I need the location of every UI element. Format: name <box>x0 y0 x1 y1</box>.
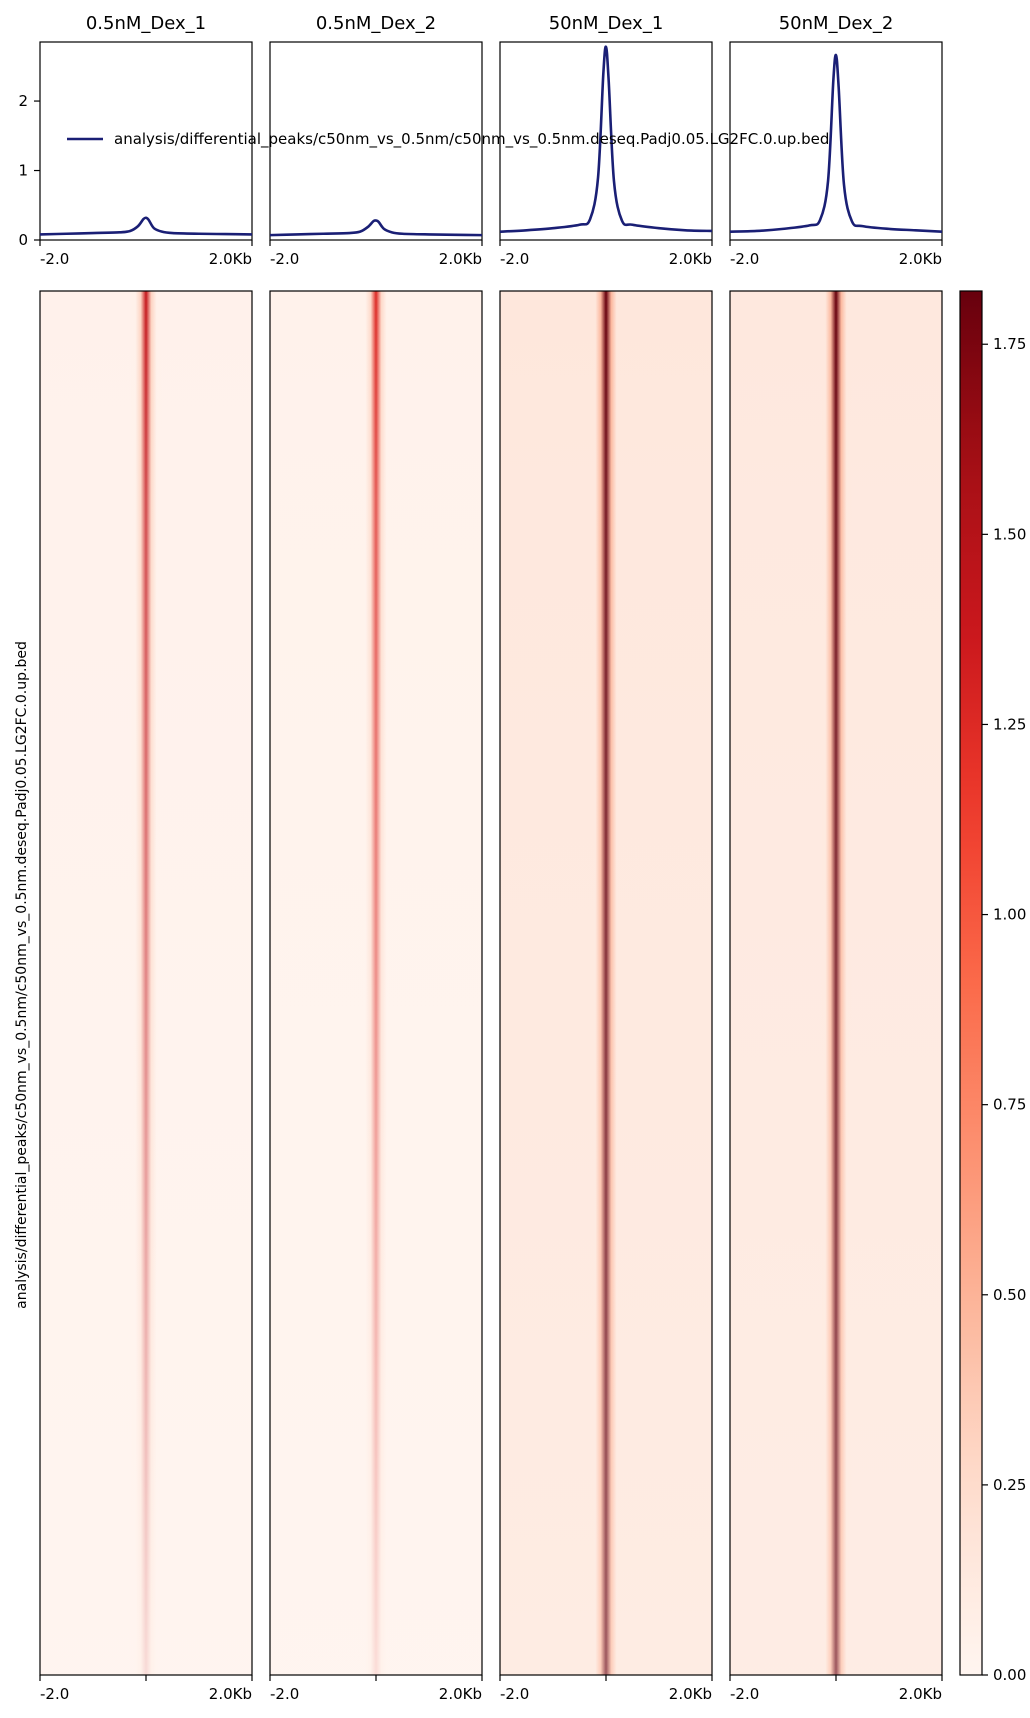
x-tick-label: 2.0Kb <box>899 1685 942 1703</box>
x-tick-label: -2.0 <box>40 1685 69 1703</box>
sample-title: 50nM_Dex_1 <box>549 13 664 34</box>
colorbar-tick-label: 1.25 <box>993 715 1026 733</box>
x-tick-label: 2.0Kb <box>669 250 712 268</box>
y-tick-label: 0 <box>18 231 28 249</box>
x-tick-label: -2.0 <box>40 250 69 268</box>
x-tick-label: 2.0Kb <box>439 250 482 268</box>
colorbar-tick-label: 1.75 <box>993 335 1026 353</box>
profile-line <box>269 219 483 237</box>
x-tick-label: 2.0Kb <box>209 250 252 268</box>
profile-axes <box>499 41 713 241</box>
colorbar: 0.00 0.25 0.50 0.75 1.00 1.25 1.50 1.75 <box>959 290 1026 1684</box>
x-tick-label: 2.0Kb <box>209 1685 252 1703</box>
profile-line <box>39 216 253 236</box>
x-tick-label: 2.0Kb <box>899 250 942 268</box>
colorbar-tick-label: 1.50 <box>993 525 1026 543</box>
profile-panels: 0.5nM_Dex_1 -2.0 2.0Kb 0 1 2 0.5nM_Dex_2 -2.0 2.… <box>18 13 943 268</box>
colorbar-tick-label: 0.50 <box>993 1286 1026 1304</box>
x-tick-label: 2.0Kb <box>439 1685 482 1703</box>
sample-title: 0.5nM_Dex_1 <box>86 13 206 34</box>
colorbar-tick-label: 0.25 <box>993 1476 1026 1494</box>
heatmap-panels: -2.0 2.0Kb -2.0 2.0Kb -2.0 2.0Kb -2.0 2.0Kb <box>39 290 943 1703</box>
profile-line <box>499 45 713 233</box>
sample-title: 0.5nM_Dex_2 <box>316 13 436 34</box>
x-tick-label: -2.0 <box>730 1685 759 1703</box>
profile-axes <box>729 41 943 241</box>
y-tick-label: 2 <box>18 92 28 110</box>
x-tick-label: -2.0 <box>500 250 529 268</box>
sample-title: 50nM_Dex_2 <box>779 13 894 34</box>
heatmap-row-fade <box>730 291 942 1675</box>
heatmap-row-fade <box>500 291 712 1675</box>
x-tick-label: -2.0 <box>270 1685 299 1703</box>
profile-line <box>729 53 943 233</box>
y-tick-label: 1 <box>18 162 28 180</box>
x-tick-label: 2.0Kb <box>669 1685 712 1703</box>
heatmap-row-fade <box>40 291 252 1675</box>
profile-axes <box>269 41 483 241</box>
colorbar-scale <box>959 290 983 1676</box>
heatmap-row-fade <box>270 291 482 1675</box>
legend-label: analysis/differential_peaks/c50nm_vs_0.5… <box>114 130 829 149</box>
x-tick-label: -2.0 <box>500 1685 529 1703</box>
profile-axes <box>39 41 253 241</box>
region-group-label: analysis/differential_peaks/c50nm_vs_0.5… <box>14 641 30 1309</box>
colorbar-tick-label: 0.75 <box>993 1096 1026 1114</box>
x-tick-label: -2.0 <box>270 250 299 268</box>
x-tick-label: -2.0 <box>730 250 759 268</box>
colorbar-tick-label: 1.00 <box>993 906 1026 924</box>
colorbar-tick-label: 0.00 <box>993 1666 1026 1684</box>
